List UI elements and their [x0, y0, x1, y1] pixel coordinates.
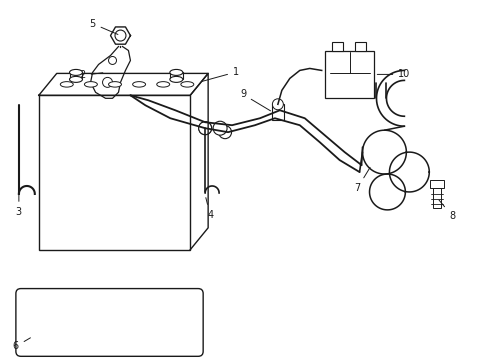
Text: 1: 1 [202, 67, 239, 81]
Text: 7: 7 [354, 167, 369, 193]
Circle shape [115, 30, 126, 41]
Ellipse shape [169, 76, 183, 82]
Bar [271, 104, 283, 120]
FancyBboxPatch shape [16, 289, 203, 356]
Ellipse shape [69, 69, 82, 75]
Ellipse shape [84, 82, 97, 87]
Ellipse shape [132, 82, 145, 87]
Bar [432, 188, 440, 208]
Bar [39, 95, 190, 250]
Circle shape [272, 99, 283, 110]
Circle shape [102, 77, 112, 87]
Text: 5: 5 [89, 19, 118, 35]
Circle shape [198, 122, 211, 135]
Ellipse shape [108, 82, 121, 87]
Bar [331, 41, 342, 50]
Text: 9: 9 [240, 89, 270, 111]
Bar [429, 180, 443, 188]
Bar [354, 41, 366, 50]
Ellipse shape [169, 69, 183, 75]
Circle shape [198, 122, 211, 135]
Ellipse shape [157, 82, 169, 87]
Text: 10: 10 [377, 69, 409, 80]
Ellipse shape [181, 82, 193, 87]
Bar [324, 50, 374, 98]
Text: 3: 3 [16, 193, 22, 217]
Circle shape [218, 126, 231, 139]
Ellipse shape [60, 82, 73, 87]
Circle shape [213, 121, 226, 135]
Text: 4: 4 [205, 198, 213, 220]
Text: 2: 2 [80, 71, 102, 80]
Text: 8: 8 [438, 200, 454, 221]
Ellipse shape [69, 76, 82, 82]
Text: 6: 6 [13, 338, 30, 351]
Circle shape [108, 57, 116, 64]
